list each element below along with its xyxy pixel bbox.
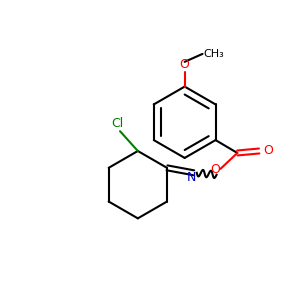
Text: O: O	[263, 145, 273, 158]
Text: O: O	[211, 163, 220, 176]
Text: N: N	[186, 171, 196, 184]
Text: Cl: Cl	[111, 117, 123, 130]
Text: CH₃: CH₃	[203, 49, 224, 59]
Text: O: O	[180, 58, 190, 71]
